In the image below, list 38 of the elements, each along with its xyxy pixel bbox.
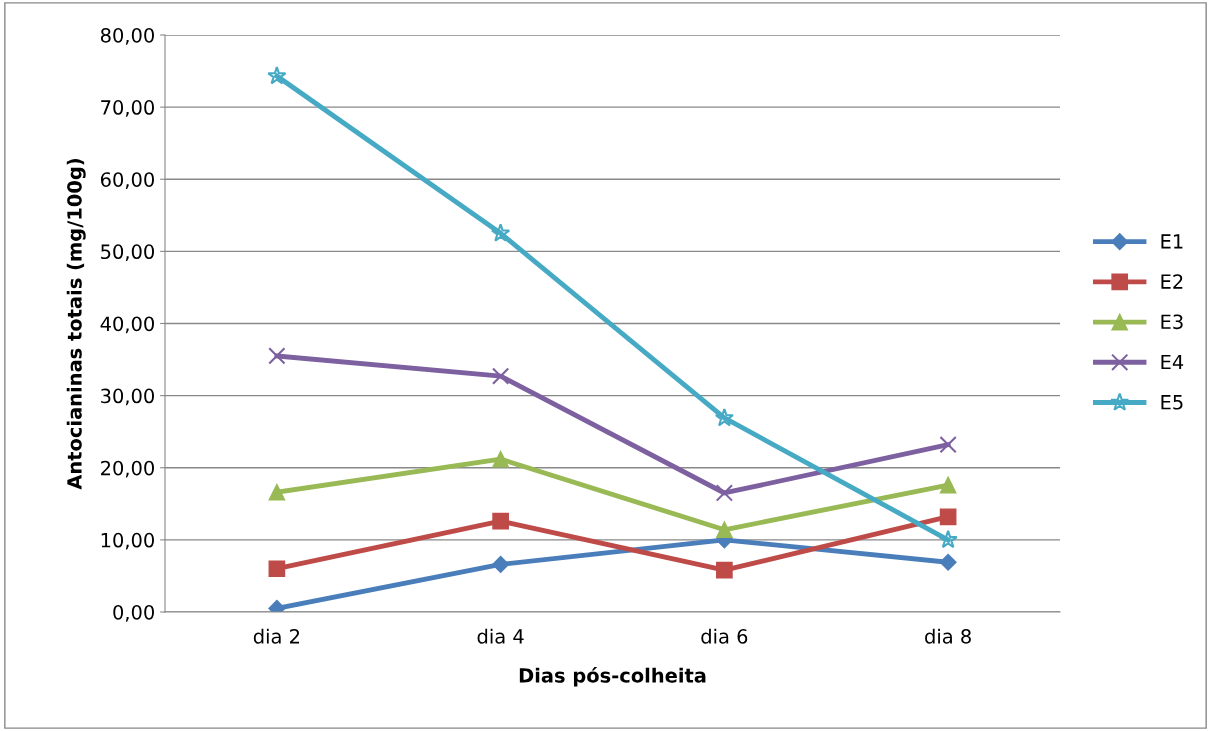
point <box>492 450 509 468</box>
y-tick-label: 60,00 <box>100 172 154 189</box>
legend-label: E2 <box>1161 274 1183 289</box>
point <box>268 483 286 501</box>
point <box>267 66 287 85</box>
y-tick-label: 50,00 <box>101 244 154 262</box>
point <box>714 407 734 427</box>
legend-label: E1 <box>1161 234 1183 249</box>
x-tick-label: dia 8 <box>925 628 971 644</box>
point <box>938 529 958 549</box>
legend-label: E3 <box>1161 314 1183 330</box>
y-tick-label: 30,00 <box>101 388 154 406</box>
x-tick-label: dia 4 <box>477 628 524 644</box>
point <box>492 512 509 530</box>
y-axis-title: Antocianinas totais (mg/100g) <box>66 159 86 490</box>
point <box>491 223 511 242</box>
y-tick-label: 10,00 <box>101 532 154 550</box>
point <box>939 435 957 454</box>
legend-label: E5 <box>1161 395 1183 410</box>
x-axis-title: Dias pós-colheita <box>519 666 706 687</box>
y-tick-label: 40,00 <box>100 316 154 334</box>
point <box>939 476 957 494</box>
x-tick-label: dia 2 <box>253 628 300 644</box>
point <box>268 347 286 365</box>
point <box>939 553 957 571</box>
point <box>716 561 733 579</box>
point <box>491 367 510 385</box>
point <box>715 484 734 502</box>
y-tick-label: 80,00 <box>100 27 154 45</box>
point <box>716 521 733 539</box>
point <box>268 560 286 578</box>
y-tick-label: 0,00 <box>113 604 154 622</box>
y-tick-label: 70,00 <box>101 100 154 117</box>
x-tick-label: dia 6 <box>701 628 748 644</box>
point <box>939 508 957 526</box>
y-tick-label: 20,00 <box>101 460 154 478</box>
legend-label: E4 <box>1161 354 1184 370</box>
point <box>492 555 510 573</box>
